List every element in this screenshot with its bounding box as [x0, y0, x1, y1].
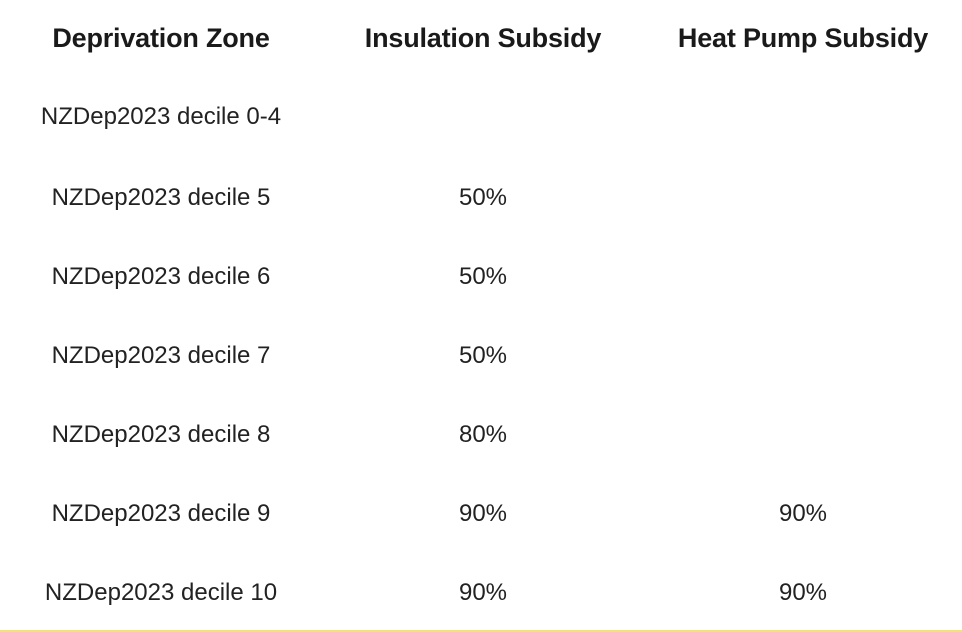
table-row: NZDep2023 decile 6 50% — [0, 237, 962, 316]
insulation-cell: 90% — [458, 499, 508, 527]
table-row: NZDep2023 decile 0-4 — [0, 76, 962, 158]
insulation-cell: 80% — [458, 420, 508, 448]
heat-pump-cell: 90% — [778, 578, 828, 606]
zone-cell: NZDep2023 decile 8 — [51, 420, 271, 448]
heat-pump-cell — [644, 158, 962, 237]
heat-pump-cell — [644, 76, 962, 158]
zone-cell: NZDep2023 decile 7 — [51, 341, 271, 369]
insulation-cell — [322, 76, 644, 158]
zone-cell: NZDep2023 decile 5 — [51, 183, 271, 211]
header-insulation-subsidy: Insulation Subsidy — [364, 22, 602, 53]
header-deprivation-zone: Deprivation Zone — [52, 22, 270, 53]
zone-cell: NZDep2023 decile 0-4 — [40, 103, 282, 130]
table-row: NZDep2023 decile 5 50% — [0, 158, 962, 237]
heat-pump-cell: 90% — [778, 499, 828, 527]
table-row: NZDep2023 decile 9 90% 90% — [0, 474, 962, 553]
table-header-row: Deprivation Zone Insulation Subsidy Heat… — [0, 0, 962, 76]
insulation-cell: 50% — [458, 262, 508, 290]
header-heat-pump-subsidy: Heat Pump Subsidy — [677, 22, 929, 53]
zone-cell: NZDep2023 decile 10 — [44, 578, 278, 606]
heat-pump-cell — [644, 316, 962, 395]
bottom-divider — [0, 630, 962, 632]
table-row: NZDep2023 decile 7 50% — [0, 316, 962, 395]
table-row: NZDep2023 decile 8 80% — [0, 395, 962, 474]
zone-cell: NZDep2023 decile 6 — [51, 262, 271, 290]
insulation-cell: 50% — [458, 183, 508, 211]
insulation-cell: 90% — [458, 578, 508, 606]
heat-pump-cell — [644, 237, 962, 316]
heat-pump-cell — [644, 395, 962, 474]
insulation-cell: 50% — [458, 341, 508, 369]
zone-cell: NZDep2023 decile 9 — [51, 499, 271, 527]
table-row: NZDep2023 decile 10 90% 90% — [0, 553, 962, 632]
